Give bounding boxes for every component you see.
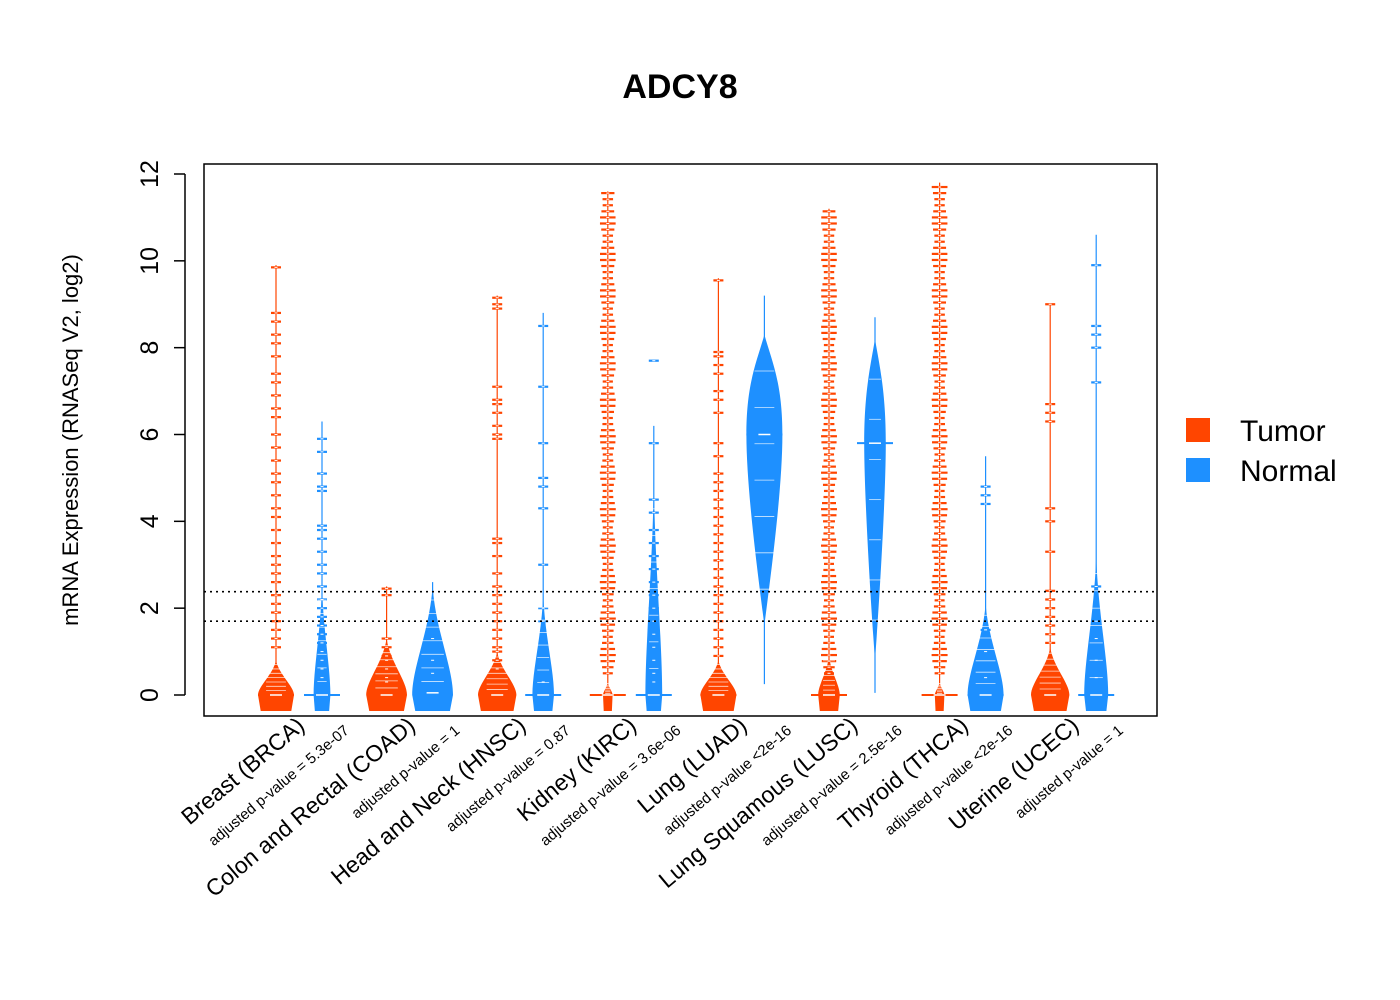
tumor-bean bbox=[1031, 303, 1070, 711]
chart-title: ADCY8 bbox=[622, 68, 737, 106]
y-tick-label: 12 bbox=[136, 160, 164, 188]
legend-label: Normal bbox=[1240, 455, 1337, 488]
bean-density bbox=[313, 586, 331, 711]
legend-swatch bbox=[1186, 418, 1210, 442]
category-label: Head and Neck (HNSC) bbox=[326, 712, 531, 890]
bean-density bbox=[258, 660, 294, 711]
normal-bean bbox=[1078, 234, 1115, 711]
y-tick-label: 8 bbox=[136, 341, 164, 355]
bean-density bbox=[478, 651, 517, 711]
bean-density bbox=[967, 603, 1004, 711]
tumor-bean bbox=[921, 182, 958, 711]
legend-label: Tumor bbox=[1240, 415, 1326, 448]
y-axis-label: mRNA Expression (RNASeq V2, log2) bbox=[58, 254, 83, 626]
bean-density bbox=[532, 595, 554, 711]
tumor-bean bbox=[366, 586, 407, 711]
plot-frame bbox=[203, 163, 1158, 717]
tumor-bean bbox=[589, 191, 626, 711]
tumor-bean bbox=[700, 278, 737, 711]
category-label: Colon and Rectal (COAD) bbox=[200, 712, 419, 902]
bean-density bbox=[700, 660, 737, 711]
y-tick-label: 0 bbox=[136, 688, 164, 702]
bean-density bbox=[645, 482, 663, 711]
y-tick-label: 6 bbox=[136, 428, 164, 442]
bean-density bbox=[818, 655, 840, 711]
x-axis-labels: Breast (BRCA)adjusted p-value = 5.3e-07C… bbox=[176, 712, 1127, 902]
normal-bean bbox=[304, 421, 340, 711]
normal-bean bbox=[525, 312, 562, 711]
bean-density bbox=[1084, 556, 1109, 711]
tumor-bean bbox=[478, 295, 517, 711]
legend-swatch bbox=[1186, 458, 1210, 482]
normal-bean bbox=[412, 582, 453, 711]
category-label: Lung Squamous (LUSC) bbox=[654, 712, 863, 893]
bean-density bbox=[934, 681, 945, 711]
normal-bean bbox=[967, 456, 1004, 711]
y-tick-label: 4 bbox=[136, 514, 164, 528]
normal-bean bbox=[746, 295, 783, 685]
bean-density bbox=[603, 681, 613, 711]
bean-density bbox=[366, 638, 407, 711]
normal-bean bbox=[857, 317, 893, 693]
y-axis: 0 2 4 6 8 10 12 bbox=[136, 160, 186, 702]
y-tick-label: 2 bbox=[136, 601, 164, 615]
y-tick-label: 10 bbox=[136, 247, 164, 275]
tumor-bean bbox=[258, 265, 294, 711]
legend: Tumor Normal bbox=[1186, 415, 1337, 488]
plot-area bbox=[204, 182, 1157, 711]
bean-density bbox=[412, 586, 453, 711]
normal-bean bbox=[635, 359, 672, 711]
bean-density bbox=[1031, 647, 1070, 711]
tumor-bean bbox=[811, 208, 847, 711]
